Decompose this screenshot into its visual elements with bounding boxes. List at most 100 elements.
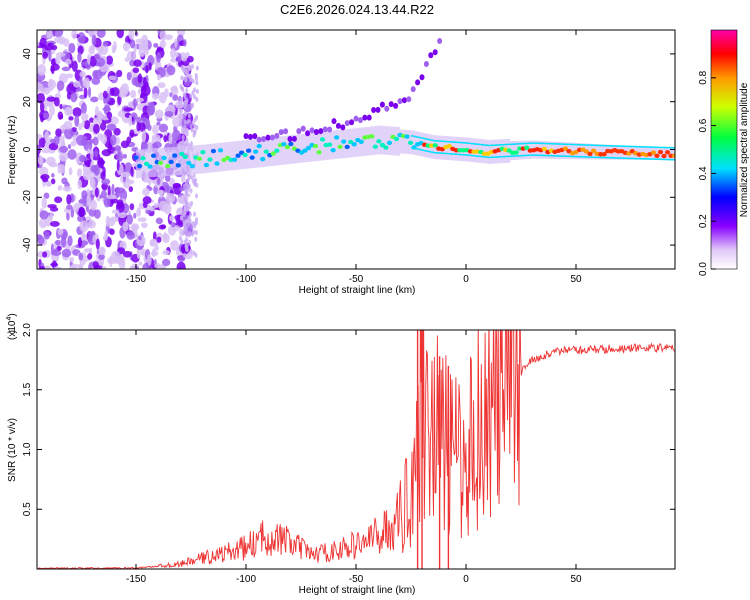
ridge-edge: [672, 147, 675, 149]
noise-blob: [168, 177, 175, 186]
noise-blob: [149, 206, 155, 212]
noise-blob: [107, 185, 111, 197]
ridge-edge: [446, 152, 449, 155]
branch-blob: [283, 128, 289, 135]
ridge-blob: [432, 143, 438, 148]
noise-blob: [122, 250, 132, 258]
noise-blob: [44, 44, 54, 51]
ridge-edge: [444, 140, 447, 143]
ridge-edge: [472, 154, 475, 157]
ridge-blob: [319, 137, 326, 142]
snr-ticks: -150 -100 -50 0 50 0.5 1.0 1.5 2.0 (x104): [6, 313, 675, 585]
y-tick-label: 1.5: [22, 382, 33, 396]
noise-blob: [130, 166, 134, 177]
snr-line: [37, 330, 675, 569]
ridge-halo: [336, 130, 339, 159]
noise-blob: [148, 62, 152, 70]
ridge-edge: [461, 153, 464, 156]
noise-blob: [183, 124, 187, 130]
noise-blob: [53, 248, 58, 253]
ridge-edge: [604, 156, 607, 159]
spectrogram-xlabel: Height of straight line (km): [299, 285, 416, 296]
noise-blob: [187, 73, 191, 79]
ridge-edge: [505, 155, 508, 158]
noise-blob: [189, 123, 193, 129]
noise-blob: [136, 102, 144, 111]
ridge-halo: [270, 137, 273, 166]
ridge-edge: [664, 146, 667, 149]
noise-blob: [165, 192, 176, 204]
ridge-edge: [417, 148, 420, 151]
noise-blob: [185, 88, 189, 94]
noise-blob: [57, 185, 63, 191]
noise-blob: [185, 232, 189, 238]
ridge-edge: [540, 142, 544, 145]
ridge-edge: [657, 146, 660, 149]
noise-blob: [147, 254, 152, 266]
noise-blob: [188, 239, 192, 245]
noise-blob: [153, 202, 160, 208]
ridge-blob: [249, 155, 255, 160]
noise-blob: [187, 113, 191, 119]
ridge-halo: [213, 143, 216, 173]
ridge-halo: [259, 138, 262, 168]
ridge-halo: [193, 145, 196, 175]
noise-blob: [185, 182, 189, 188]
noise-blob: [124, 57, 130, 63]
ridge-halo: [268, 137, 271, 167]
ridge-edge: [466, 154, 469, 156]
colorbar-tick-label: 0.0: [698, 262, 709, 276]
ridge-edge: [620, 157, 623, 159]
noise-blob: [94, 187, 99, 198]
noise-blob: [87, 30, 98, 37]
branch-blob: [423, 61, 429, 68]
ridge-blob: [242, 152, 248, 158]
ridge-edge: [576, 143, 579, 146]
ridge-edge: [450, 153, 453, 155]
noise-blob: [111, 209, 120, 214]
y-tick-label: 0: [22, 146, 33, 152]
noise-blob: [194, 252, 198, 258]
ridge-blob: [386, 140, 393, 146]
ridge-halo: [406, 130, 409, 154]
ridge-blob: [379, 142, 385, 148]
snr-xlabel: Height of straight line (km): [299, 585, 416, 596]
noise-blob: [81, 135, 88, 141]
noise-blob: [155, 217, 163, 225]
x-tick-label: 0: [463, 574, 469, 585]
ridge-blob: [348, 139, 354, 145]
noise-blob: [194, 230, 198, 236]
noise-blob: [141, 140, 147, 148]
ridge-edge: [485, 156, 489, 158]
ridge-blob: [253, 149, 259, 154]
ridge-edge: [622, 157, 625, 159]
noise-blob: [99, 194, 103, 199]
noise-blob: [83, 86, 88, 99]
spectrogram-heatmap: [37, 30, 675, 269]
noise-blob: [131, 223, 139, 229]
ridge-halo: [347, 128, 350, 158]
noise-blob: [126, 231, 135, 240]
ridge-blob: [168, 159, 174, 165]
noise-blob: [92, 261, 99, 269]
ridge-edge: [549, 142, 552, 145]
ridge-blob: [657, 149, 664, 155]
ridge-edge: [417, 136, 420, 139]
ridge-blob: [179, 151, 185, 157]
ridge-edge: [494, 156, 497, 158]
ridge-edge: [571, 143, 574, 146]
ridge-edge: [602, 156, 605, 159]
ridge-edge: [622, 145, 625, 147]
noise-blob: [51, 173, 55, 178]
ridge-edge: [481, 144, 484, 146]
ridge-edge: [582, 156, 585, 158]
noise-blob: [191, 231, 195, 237]
noise-blob: [39, 101, 45, 113]
branch-blob: [300, 125, 306, 132]
ridge-edge: [433, 151, 436, 154]
ridge-edge: [628, 157, 632, 160]
noise-blob: [91, 77, 101, 85]
noise-blob: [180, 75, 184, 81]
ridge-edge: [661, 158, 665, 161]
noise-blob: [138, 261, 143, 266]
